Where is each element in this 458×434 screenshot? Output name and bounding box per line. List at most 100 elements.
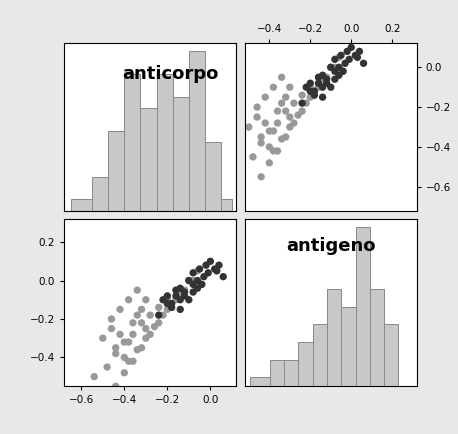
Point	[142, 296, 149, 303]
Point	[147, 312, 154, 319]
Point	[338, 52, 345, 59]
Bar	[141, 108, 157, 210]
Point	[155, 304, 163, 311]
Point	[112, 350, 120, 357]
Point	[219, 273, 227, 280]
Point	[290, 120, 298, 127]
Point	[129, 319, 136, 326]
Point	[344, 48, 351, 55]
Point	[125, 296, 132, 303]
Point	[327, 64, 334, 71]
Point	[196, 266, 203, 273]
Point	[190, 281, 197, 288]
Bar	[270, 360, 284, 386]
Point	[352, 52, 359, 59]
Point	[138, 319, 145, 326]
Point	[116, 331, 124, 338]
Point	[194, 277, 201, 284]
Point	[164, 296, 171, 303]
Point	[91, 373, 98, 380]
Point	[200, 273, 207, 280]
Point	[198, 281, 205, 288]
Point	[112, 383, 120, 390]
Point	[134, 312, 141, 319]
Point	[335, 54, 343, 61]
Point	[168, 304, 175, 311]
Point	[323, 76, 330, 83]
Bar	[221, 199, 232, 210]
Point	[164, 300, 171, 307]
Bar	[124, 74, 141, 210]
Point	[348, 44, 355, 51]
Point	[274, 148, 281, 155]
Point	[306, 80, 314, 87]
Point	[198, 281, 205, 288]
Point	[108, 316, 115, 322]
Point	[120, 339, 128, 345]
Point	[354, 54, 361, 61]
Point	[339, 68, 347, 75]
Point	[331, 76, 338, 83]
Bar	[355, 227, 370, 386]
Point	[181, 293, 188, 299]
Point	[319, 94, 326, 101]
Point	[335, 72, 343, 79]
Point	[327, 64, 334, 71]
Point	[294, 112, 302, 118]
Bar	[157, 74, 173, 210]
Point	[266, 144, 273, 151]
Point	[112, 344, 120, 351]
Point	[311, 88, 318, 95]
Point	[356, 48, 363, 55]
Point	[104, 364, 111, 371]
Point	[116, 306, 124, 313]
Point	[315, 80, 322, 87]
Bar	[108, 131, 124, 210]
Point	[138, 306, 145, 313]
Point	[286, 84, 294, 91]
Point	[151, 323, 158, 330]
Point	[168, 300, 175, 307]
Bar	[313, 324, 327, 386]
Point	[181, 289, 188, 296]
Bar	[189, 51, 205, 210]
Point	[360, 60, 367, 67]
Point	[331, 56, 338, 63]
Point	[262, 94, 269, 101]
Point	[278, 135, 285, 142]
Point	[211, 266, 218, 273]
Bar	[92, 177, 108, 210]
Point	[253, 104, 261, 111]
Point	[278, 100, 285, 107]
Point	[262, 120, 269, 127]
Point	[282, 134, 289, 141]
Point	[177, 306, 184, 313]
Point	[331, 64, 338, 71]
Point	[168, 300, 175, 307]
Point	[339, 68, 347, 75]
Point	[270, 84, 277, 91]
Point	[319, 72, 326, 79]
Point	[129, 331, 136, 338]
Bar	[251, 378, 270, 386]
Point	[306, 84, 314, 91]
Point	[164, 306, 171, 313]
Point	[185, 296, 192, 303]
Point	[159, 296, 167, 303]
Point	[164, 293, 171, 299]
Point	[311, 88, 318, 95]
Text: antigeno: antigeno	[286, 237, 376, 255]
Point	[125, 339, 132, 345]
Point	[147, 331, 154, 338]
Point	[274, 120, 281, 127]
Bar	[284, 360, 298, 386]
Point	[331, 68, 338, 75]
Point	[225, 193, 232, 200]
Point	[129, 358, 136, 365]
Point	[202, 262, 210, 269]
Point	[303, 100, 310, 107]
Point	[134, 346, 141, 353]
Point	[205, 270, 212, 276]
Point	[120, 369, 128, 376]
Bar	[71, 199, 92, 210]
